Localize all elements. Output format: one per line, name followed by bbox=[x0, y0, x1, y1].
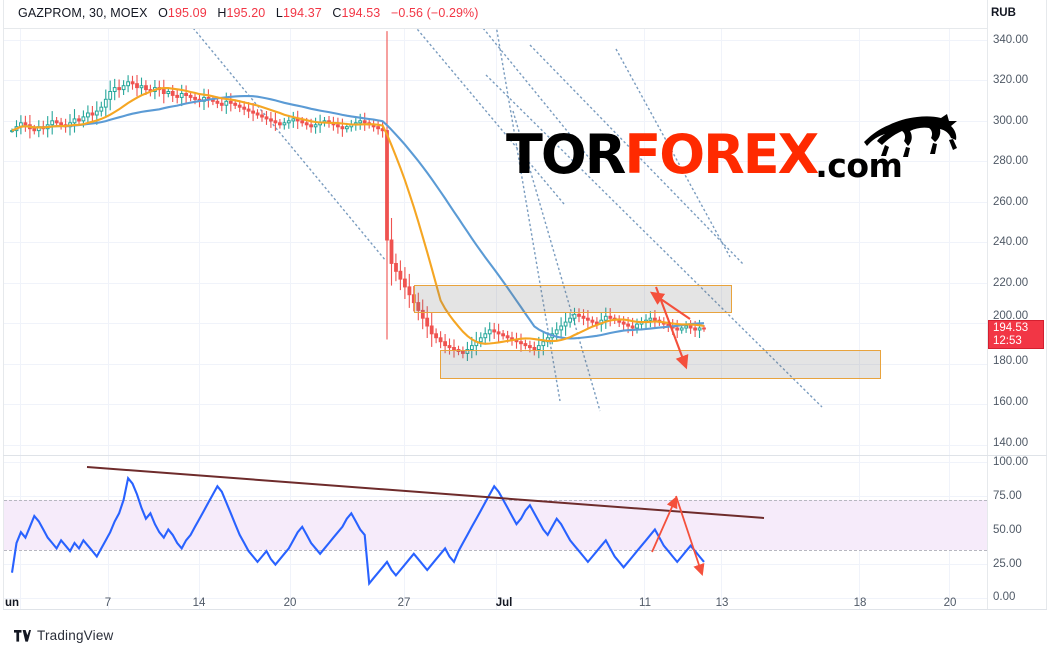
price-tick: 200.00 bbox=[993, 310, 1029, 322]
time-tick: 18 bbox=[853, 597, 867, 609]
trendline-6 bbox=[485, 74, 823, 408]
price-tick: 140.00 bbox=[993, 437, 1029, 449]
rsi-descending-resistance bbox=[86, 466, 765, 519]
trendline-2 bbox=[416, 29, 565, 205]
gridline-h bbox=[4, 564, 987, 565]
gridline-v bbox=[644, 29, 645, 455]
tradingview-brand-label: TradingView bbox=[37, 628, 114, 643]
price-tick: 220.00 bbox=[993, 277, 1029, 289]
supply-zone-upper[interactable] bbox=[414, 285, 732, 313]
chart-legend[interactable]: GAZPROM, 30, MOEX O195.09 H195.20 L194.3… bbox=[18, 6, 479, 20]
gridline-v bbox=[20, 29, 21, 455]
time-axis-separator bbox=[3, 609, 1047, 610]
time-tick: 7 bbox=[104, 597, 112, 609]
gridline-v bbox=[290, 29, 291, 455]
low-label: L bbox=[275, 6, 283, 20]
ma-slow-line bbox=[11, 95, 705, 340]
time-tick: un bbox=[4, 597, 20, 609]
rsi-panel[interactable] bbox=[4, 456, 987, 609]
tradingview-logo-icon bbox=[14, 629, 31, 642]
rsi-tick: 100.00 bbox=[993, 456, 1029, 468]
price-tick: 340.00 bbox=[993, 34, 1029, 46]
gridline-h bbox=[4, 404, 987, 405]
gridline-h bbox=[4, 364, 987, 365]
symbol-label[interactable]: GAZPROM, 30, MOEX bbox=[18, 6, 148, 20]
current-price-badge[interactable]: 194.53 12:53 bbox=[988, 320, 1044, 349]
rsi-series[interactable] bbox=[4, 456, 987, 609]
time-tick: 13 bbox=[715, 597, 729, 609]
gridline-v bbox=[949, 29, 950, 455]
rsi-band-upper-edge bbox=[4, 500, 987, 501]
trendline-7 bbox=[529, 44, 745, 266]
rsi-overbought-oversold-band bbox=[4, 500, 987, 550]
breakdown-arrow-down bbox=[655, 286, 689, 370]
rsi-tick: 50.00 bbox=[993, 524, 1022, 536]
gridline-h bbox=[4, 462, 987, 463]
gridline-h bbox=[4, 323, 987, 324]
axis-outer-border bbox=[1046, 0, 1047, 609]
gridline-v bbox=[108, 29, 109, 455]
price-tick: 300.00 bbox=[993, 115, 1029, 127]
price-tick: 180.00 bbox=[993, 355, 1029, 367]
open-label: O bbox=[158, 6, 168, 20]
time-tick: 11 bbox=[639, 597, 651, 609]
trendline-8 bbox=[615, 48, 731, 258]
gridline-h bbox=[4, 283, 987, 284]
price-tick: 320.00 bbox=[993, 74, 1029, 86]
time-tick: 20 bbox=[283, 597, 297, 609]
price-tick: 160.00 bbox=[993, 396, 1029, 408]
gridline-v bbox=[404, 29, 405, 455]
tradingview-footer[interactable]: TradingView bbox=[14, 628, 114, 643]
panel-separator[interactable] bbox=[3, 455, 1047, 456]
current-price-value: 194.53 bbox=[993, 322, 1029, 334]
gridline-h bbox=[4, 161, 987, 162]
gridline-h bbox=[4, 202, 987, 203]
ma-fast-line bbox=[11, 87, 705, 345]
bounce-arrow-up bbox=[649, 291, 691, 320]
chart-right-border bbox=[987, 0, 988, 609]
rsi-band-lower-edge bbox=[4, 550, 987, 551]
price-tick: 260.00 bbox=[993, 196, 1029, 208]
close-value: 194.53 bbox=[341, 6, 381, 20]
price-axis[interactable]: RUB 340.00 320.00 300.00 280.00 260.00 2… bbox=[988, 0, 1046, 609]
gridline-h bbox=[4, 598, 987, 599]
currency-label: RUB bbox=[991, 7, 1016, 19]
price-panel[interactable] bbox=[4, 29, 987, 455]
time-tick: 20 bbox=[943, 597, 957, 609]
gridline-h bbox=[4, 40, 987, 41]
time-tick: 27 bbox=[397, 597, 411, 609]
gridline-h bbox=[4, 242, 987, 243]
rsi-line bbox=[10, 475, 705, 587]
time-tick: 14 bbox=[192, 597, 206, 609]
time-tick: Jul bbox=[495, 597, 513, 609]
gridline-h bbox=[4, 496, 987, 497]
price-tick: 240.00 bbox=[993, 236, 1029, 248]
gridline-v bbox=[859, 29, 860, 455]
gridline-h bbox=[4, 80, 987, 81]
chart-left-border bbox=[3, 0, 4, 609]
open-value: 195.09 bbox=[167, 6, 207, 20]
high-value: 195.20 bbox=[226, 6, 266, 20]
low-value: 194.37 bbox=[282, 6, 322, 20]
gridline-v bbox=[496, 29, 497, 455]
legend-separator bbox=[3, 28, 987, 29]
high-label: H bbox=[217, 6, 227, 20]
rsi-tick: 75.00 bbox=[993, 490, 1022, 502]
rsi-tick: 0.00 bbox=[993, 591, 1016, 603]
price-tick: 280.00 bbox=[993, 155, 1029, 167]
gridline-h bbox=[4, 445, 987, 446]
rsi-arrow-down bbox=[675, 495, 705, 577]
supply-zone-lower[interactable] bbox=[440, 350, 881, 379]
rsi-tick: 25.00 bbox=[993, 558, 1022, 570]
forecast-arrow-group[interactable] bbox=[4, 29, 987, 455]
trendline-3 bbox=[482, 29, 591, 160]
rsi-arrow-up bbox=[651, 496, 678, 553]
current-price-time: 12:53 bbox=[993, 335, 1022, 347]
gridline-v bbox=[199, 29, 200, 455]
close-label: C bbox=[332, 6, 342, 20]
change-value: −0.56 (−0.29%) bbox=[390, 6, 479, 20]
trendline-5 bbox=[512, 110, 601, 412]
